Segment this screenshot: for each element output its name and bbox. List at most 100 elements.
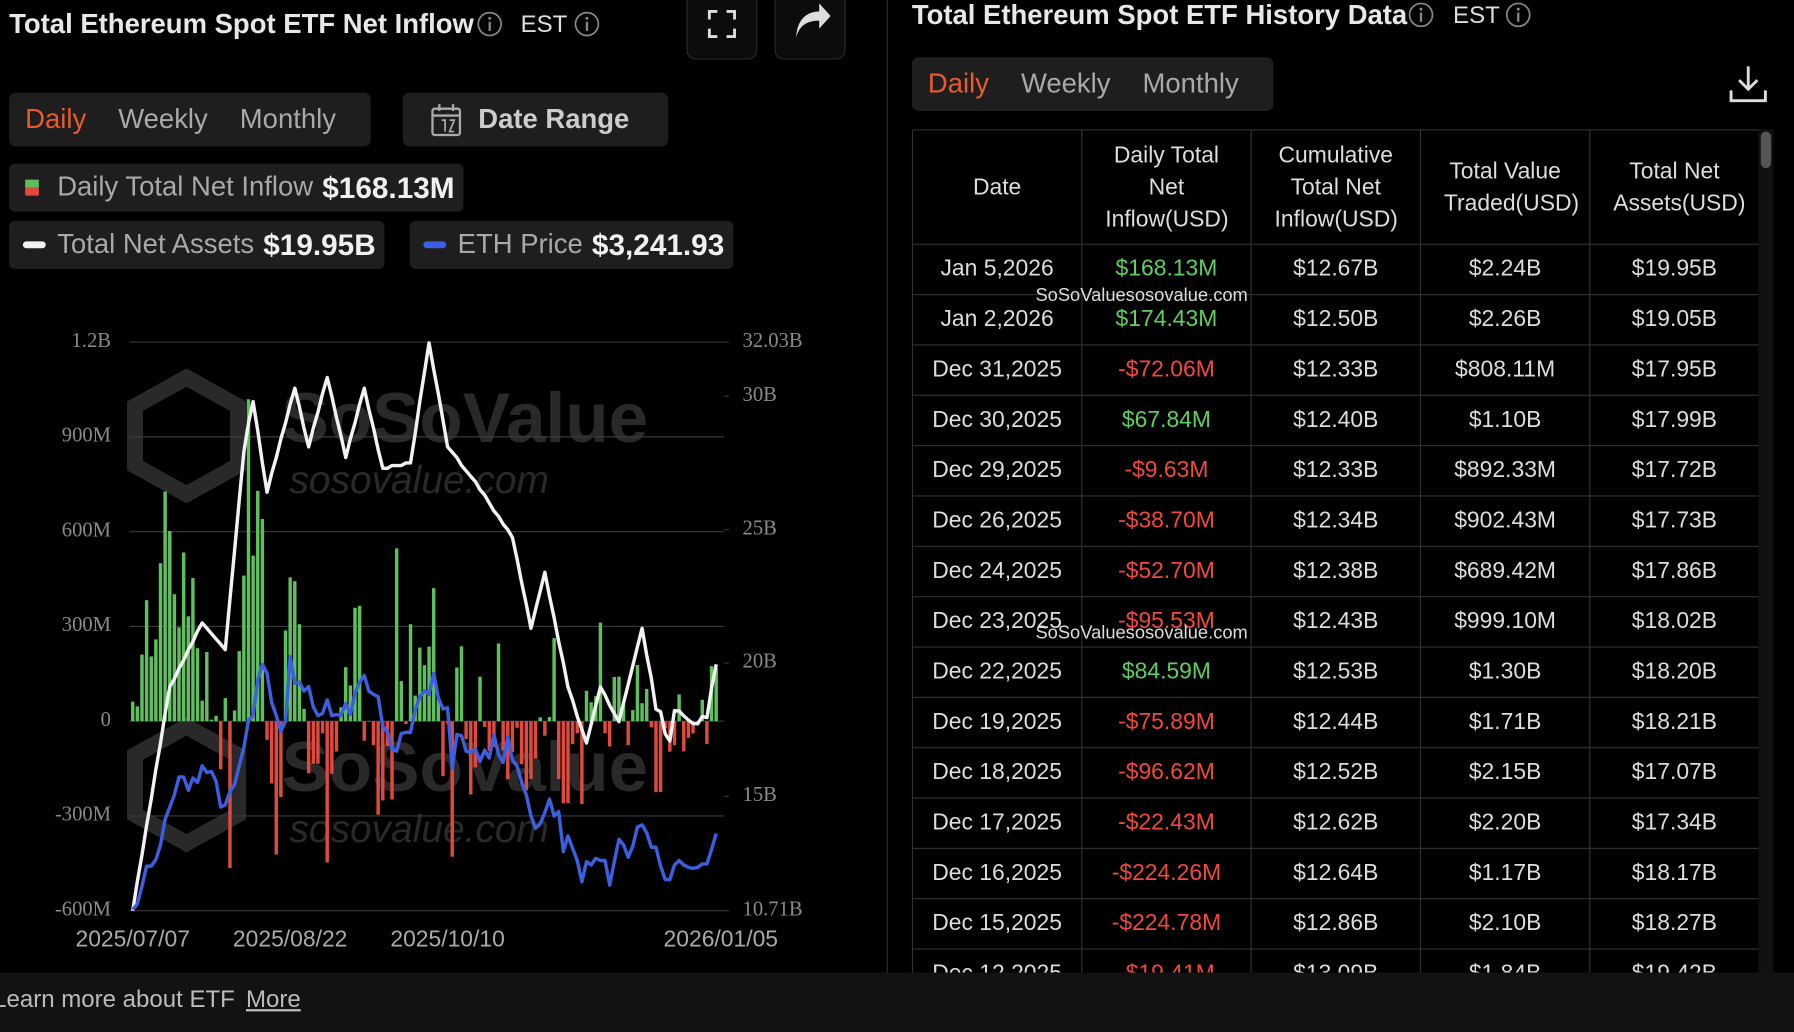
legend-item[interactable]: ETH Price $3,241.93 — [409, 220, 734, 269]
scrollbar-thumb[interactable] — [1760, 131, 1772, 169]
info-icon[interactable] — [1408, 2, 1434, 28]
bar — [431, 588, 436, 722]
table-cell: $1.71B — [1419, 696, 1591, 749]
period-tab[interactable]: Monthly — [239, 103, 336, 135]
table-cell: $17.86B — [1589, 545, 1760, 598]
table-cell: $2.15B — [1419, 747, 1591, 799]
date-range-label: Date Range — [478, 103, 630, 135]
bar — [163, 491, 167, 722]
info-icon[interactable] — [1505, 2, 1531, 28]
bar — [677, 694, 681, 722]
header-row: Date Daily Total Net Inflow(USD) Cumulativ… — [911, 129, 1760, 245]
bar — [621, 705, 626, 722]
bar — [515, 721, 519, 728]
y-tick-label: 0 — [101, 709, 111, 731]
bar — [658, 721, 663, 793]
period-tabs: Daily Weekly Monthly — [911, 57, 1274, 111]
bar — [251, 555, 255, 722]
bar — [584, 690, 589, 722]
legend-swatch — [423, 241, 447, 249]
table-cell: Dec 29,2025 — [911, 445, 1083, 497]
table-cell: $12.50B — [1250, 294, 1422, 346]
bar — [482, 721, 487, 727]
y2-tick-label: 25B — [743, 517, 777, 539]
chart: SoSoValuesosovalue.comSoSoValuesosovalue… — [55, 330, 803, 952]
bar — [469, 721, 473, 795]
footer-text: Learn more about ETF — [0, 986, 235, 1013]
column-header[interactable]: Date — [911, 129, 1083, 245]
bar — [325, 721, 329, 863]
bar — [617, 676, 621, 722]
table-cell: $13.09B — [1250, 948, 1422, 973]
legend-name: Total Net Assets — [57, 228, 255, 260]
info-icon[interactable] — [574, 11, 600, 37]
share-button[interactable] — [774, 0, 846, 60]
date-range-button[interactable]: Date Range — [402, 92, 669, 147]
table-cell: -$75.89M — [1081, 696, 1252, 749]
table-cell: $17.95B — [1589, 344, 1760, 396]
bar — [191, 578, 195, 722]
table-cell: $67.84M — [1081, 394, 1252, 447]
y-tick-label: -600M — [55, 898, 111, 920]
table-cell: $12.33B — [1250, 445, 1422, 497]
period-tab[interactable]: Daily — [25, 103, 87, 135]
y-tick-label: 600M — [62, 519, 111, 541]
period-tab[interactable]: Daily — [927, 68, 989, 99]
timezone[interactable]: EST — [1453, 2, 1500, 29]
y-tick-label: -300M — [55, 804, 111, 826]
calendar-icon — [431, 103, 462, 136]
bar — [256, 490, 260, 722]
table-cell: $2.20B — [1419, 797, 1591, 849]
bar — [427, 646, 431, 722]
bar — [682, 721, 686, 752]
table-viewport: Date Daily Total Net Inflow(USD) Cumulativ… — [911, 129, 1760, 973]
table-cell: -$52.70M — [1081, 545, 1252, 598]
bar — [232, 710, 237, 722]
table-row: Dec 26,2025 -$38.70M $12.34B $902.43M $17.73… — [911, 495, 1760, 547]
column-header[interactable]: Daily Total Net Inflow(USD) — [1081, 129, 1252, 245]
bar — [547, 717, 552, 722]
info-icon[interactable] — [477, 11, 502, 37]
table-cell: $2.26B — [1419, 294, 1591, 346]
more-link[interactable]: More — [245, 986, 301, 1013]
bar — [700, 699, 704, 722]
column-header[interactable]: Total Value Traded(USD) — [1419, 129, 1591, 245]
period-tab[interactable]: Weekly — [118, 103, 208, 135]
download-icon[interactable] — [1728, 63, 1769, 104]
legend-item[interactable]: Daily Total Net Inflow $168.13M — [9, 163, 464, 212]
period-tab[interactable]: Weekly — [1020, 68, 1111, 99]
bar — [274, 721, 278, 855]
bar — [404, 721, 408, 725]
bar — [436, 699, 441, 722]
chart-title: Total Ethereum Spot ETF Net Inflow — [9, 9, 474, 41]
bar — [195, 648, 200, 722]
period-tab[interactable]: Monthly — [1142, 68, 1239, 99]
legend-item[interactable]: Total Net Assets $19.95B — [9, 220, 385, 269]
bar — [570, 721, 575, 745]
bar — [371, 721, 376, 746]
y-tick-label: 1.2B — [72, 330, 111, 352]
timezone[interactable]: EST — [520, 11, 568, 38]
scrollbar[interactable] — [1758, 129, 1774, 973]
bar — [376, 721, 380, 815]
table-cell: -$224.78M — [1081, 898, 1252, 950]
bar — [279, 721, 283, 798]
history-table: Date Daily Total Net Inflow(USD) Cumulativ… — [911, 129, 1760, 973]
table-cell: $2.10B — [1419, 898, 1591, 950]
watermark-brand: SoSoValue — [1035, 623, 1126, 644]
fullscreen-button[interactable] — [686, 0, 758, 60]
table-row: Dec 17,2025 -$22.43M $12.62B $2.20B $17.34B — [911, 797, 1760, 849]
bar — [293, 581, 297, 722]
bar — [418, 647, 422, 722]
bar — [640, 703, 644, 722]
footer: Learn more about ETF More — [0, 972, 1794, 1032]
bar — [705, 721, 709, 744]
y2-tick-label: 20B — [743, 651, 777, 673]
bar — [519, 721, 524, 765]
bar — [644, 688, 649, 722]
legend-swatch — [22, 241, 46, 249]
bar — [399, 681, 404, 722]
column-header[interactable]: Cumulative Total Net Inflow(USD) — [1250, 129, 1422, 245]
column-header[interactable]: Total Net Assets(USD) — [1589, 129, 1760, 245]
bar — [186, 616, 191, 722]
